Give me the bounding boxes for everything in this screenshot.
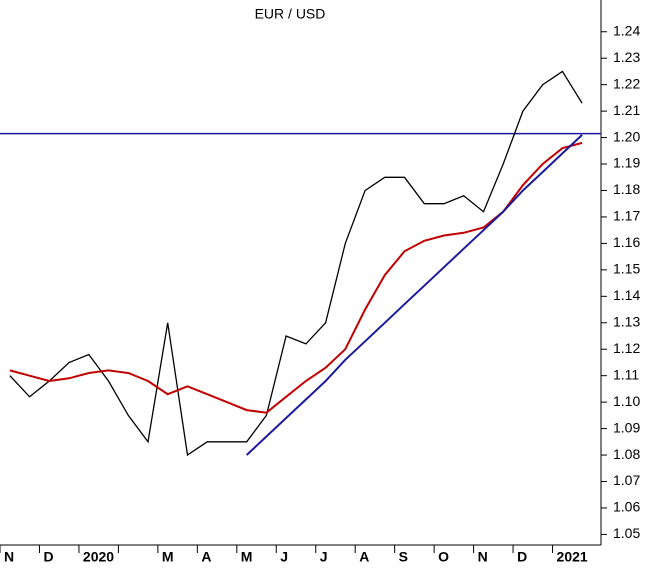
y-tick-label: 1.20 bbox=[613, 128, 640, 144]
x-tick-label: 2021 bbox=[557, 549, 588, 565]
y-tick-label: 1.24 bbox=[613, 22, 640, 38]
y-tick-label: 1.05 bbox=[613, 525, 640, 541]
y-tick-label: 1.22 bbox=[613, 75, 640, 91]
x-tick-label: N bbox=[478, 549, 488, 565]
x-tick-label: D bbox=[517, 549, 527, 565]
series-line bbox=[9, 141, 583, 414]
series-line bbox=[9, 70, 583, 457]
y-tick-label: 1.17 bbox=[613, 208, 640, 224]
x-tick-label: N bbox=[4, 549, 14, 565]
y-tick-label: 1.14 bbox=[613, 287, 640, 303]
y-tick-label: 1.08 bbox=[613, 446, 640, 462]
y-tick-label: 1.09 bbox=[613, 419, 640, 435]
y-tick-label: 1.15 bbox=[613, 261, 640, 277]
x-tick-label: J bbox=[280, 549, 288, 565]
y-tick-label: 1.19 bbox=[613, 155, 640, 171]
y-tick-label: 1.13 bbox=[613, 313, 640, 329]
x-tick-label: J bbox=[320, 549, 328, 565]
x-tick-label: M bbox=[162, 549, 174, 565]
chart-title: EUR / USD bbox=[255, 6, 326, 22]
y-tick-label: 1.10 bbox=[613, 393, 640, 409]
x-tick-label: A bbox=[359, 549, 369, 565]
x-tick-label: D bbox=[43, 549, 53, 565]
y-tick-label: 1.21 bbox=[613, 102, 640, 118]
y-tick-label: 1.18 bbox=[613, 181, 640, 197]
x-tick-label: M bbox=[241, 549, 253, 565]
x-tick-label: O bbox=[438, 549, 449, 565]
y-tick-label: 1.16 bbox=[613, 234, 640, 250]
series-line bbox=[246, 134, 583, 456]
y-tick-label: 1.06 bbox=[613, 499, 640, 515]
y-tick-label: 1.12 bbox=[613, 340, 640, 356]
x-tick-label: S bbox=[399, 549, 408, 565]
x-tick-label: A bbox=[201, 549, 211, 565]
x-tick-label: 2020 bbox=[83, 549, 114, 565]
y-tick-label: 1.11 bbox=[613, 366, 639, 382]
y-tick-label: 1.23 bbox=[613, 49, 640, 65]
y-tick-label: 1.07 bbox=[613, 472, 640, 488]
